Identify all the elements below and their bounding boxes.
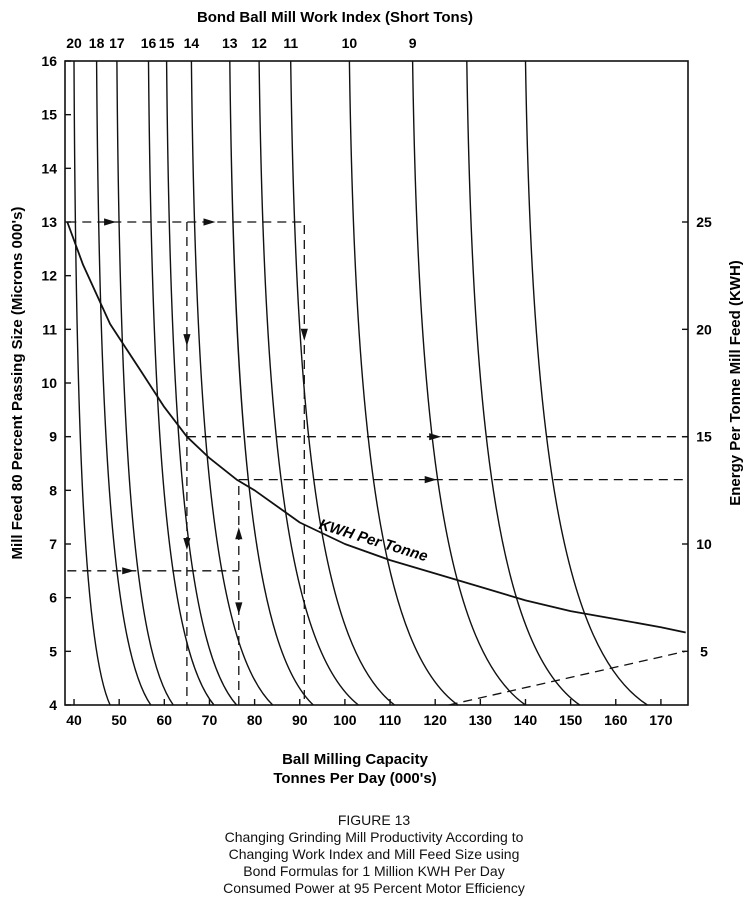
y-tick-label: 4 [49,697,57,713]
work-index-curve [95,60,152,706]
y-tick-label: 7 [49,536,57,552]
kwh-curve-label: KWH Per Tonne [317,516,430,565]
x-tick-label: 80 [247,712,263,728]
x-tick-label: 140 [514,712,538,728]
work-index-curve [229,60,314,706]
y2-tick-label: 10 [696,536,712,552]
y-tick-label: 14 [41,160,57,176]
axes: 40 50 60 70 80 90 100 110 120 130 140 150 160 170 4 5 6 7… [41,53,712,728]
work-index-curve [258,60,359,706]
work-index-curve [411,60,526,706]
top-tick-label: 14 [184,35,200,51]
y-tick-label: 16 [41,53,57,69]
y-axis-title: Mill Feed 80 Percent Passing Size (Micro… [9,207,26,560]
y-tick-label: 10 [41,375,57,391]
top-tick-label: 9 [409,35,417,51]
kwh-curve [66,221,686,634]
x-tick-label: 120 [424,712,448,728]
caption-line: Changing Grinding Mill Productivity Acco… [224,829,524,845]
y-tick-label: 5 [49,643,57,659]
top-tick-label: 12 [251,35,267,51]
x-tick-label: 150 [559,712,583,728]
dashed-guide [448,650,686,706]
work-index-curve [73,60,111,706]
top-tick-label: 10 [342,35,358,51]
figure-number: FIGURE 13 [337,812,411,828]
top-tick-label: 11 [283,35,298,51]
x-tick-label: 50 [111,712,127,728]
arrowhead [429,433,442,441]
top-tick-label: 20 [66,35,82,51]
x-axis-title-line-1: Ball Milling Capacity [282,751,429,768]
caption-line: Bond Formulas for 1 Million KWH Per Day [243,863,505,879]
x-tick-label: 100 [333,712,357,728]
arrowhead [203,218,216,226]
y-tick-label: 9 [49,429,57,445]
y-tick-label: 15 [41,107,57,123]
work-index-curve [147,60,215,706]
y-tick-label: 6 [49,590,57,606]
x-tick-label: 130 [469,712,493,728]
x-tick-label: 170 [649,712,673,728]
caption-line: Changing Work Index and Mill Feed Size u… [228,846,520,862]
work-index-curve [165,60,238,706]
x-tick-label: 110 [379,712,402,728]
kwh-curve-group [66,221,686,634]
work-index-curve [116,60,174,706]
x-tick-label: 70 [202,712,218,728]
work-index-curve [524,60,648,706]
top-tick-label: 15 [159,35,175,51]
work-index-curve [190,60,274,706]
figure-caption: FIGURE 13 Changing Grinding Mill Product… [0,812,748,897]
x-axis-title-line-2: Tonnes Per Day (000's) [273,770,436,787]
work-index-curves: 20 18 17 16 15 14 13 12 11 10 9 [66,35,648,706]
y2-tick-label: 25 [696,214,712,230]
y2-tick-label: 20 [696,321,712,337]
arrowhead [104,218,117,226]
y-tick-label: 12 [41,268,57,284]
arrowhead [122,567,135,575]
x-tick-label: 90 [292,712,308,728]
arrowhead [183,538,191,550]
top-tick-label: 13 [222,35,238,51]
arrowhead [424,476,437,484]
dashed-guides [67,218,688,706]
y2-tick-label: 15 [696,429,712,445]
top-tick-label: 16 [141,35,157,51]
work-index-curve [348,60,459,706]
top-axis-title: Bond Ball Mill Work Index (Short Tons) [197,9,473,26]
y2-axis-title: Energy Per Tonne Mill Feed (KWH) [727,260,744,506]
y2-tick-label: 5 [700,643,708,659]
arrowhead [235,602,243,615]
caption-line: Consumed Power at 95 Percent Motor Effic… [223,880,525,896]
x-tick-label: 60 [157,712,173,728]
x-tick-label: 160 [604,712,628,728]
arrowhead [235,527,243,540]
x-tick-label: 40 [66,712,82,728]
y-tick-label: 8 [49,482,57,498]
plot-frame [64,60,689,706]
dashed-guide [67,221,305,705]
work-index-curve [466,60,581,706]
arrowhead [183,334,191,347]
chart: Bond Ball Mill Work Index (Short Tons) 2… [9,9,744,787]
arrowhead [300,328,308,341]
y-tick-label: 11 [42,321,57,337]
top-tick-label: 18 [89,35,105,51]
y-tick-label: 13 [41,214,57,230]
work-index-curve [290,60,396,706]
top-tick-label: 17 [109,35,125,51]
